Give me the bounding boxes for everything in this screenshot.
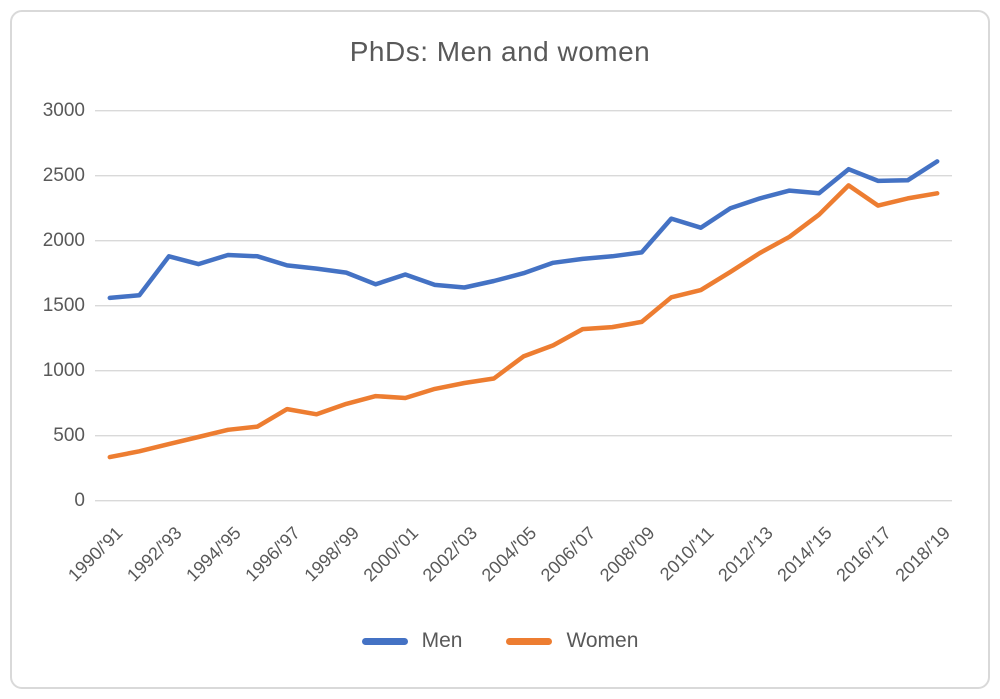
series-line-women xyxy=(107,183,940,460)
x-tick-label: 2004/'05 xyxy=(478,523,541,586)
legend-label-men: Men xyxy=(421,629,463,652)
x-tick-label: 2018/'19 xyxy=(891,523,954,586)
x-tick-label: 2008/'09 xyxy=(596,523,659,586)
legend-label-women: Women xyxy=(566,629,639,652)
x-tick-label: 2016/'17 xyxy=(832,523,895,586)
x-tick-label: 2014/'15 xyxy=(773,523,836,586)
x-tick-label: 1990/'91 xyxy=(64,523,127,586)
y-tick-label: 2500 xyxy=(43,165,85,186)
y-tick-label: 1000 xyxy=(43,360,85,381)
y-tick-label: 3000 xyxy=(43,100,85,121)
y-tick-label: 500 xyxy=(53,425,85,446)
x-tick-label: 2006/'07 xyxy=(537,523,600,586)
x-tick-label: 1994/'95 xyxy=(182,523,245,586)
x-tick-label: 2010/'11 xyxy=(656,523,718,585)
y-tick-label: 1500 xyxy=(43,295,85,316)
men-line-swatch xyxy=(361,637,408,645)
x-tick-label: 2000/'01 xyxy=(360,523,423,586)
y-tick-label: 2000 xyxy=(43,230,85,251)
x-tick-label: 2012/'13 xyxy=(714,523,777,586)
x-tick-label: 1996/'97 xyxy=(241,523,304,586)
x-tick-label: 1992/'93 xyxy=(123,523,186,586)
legend-item-men: Men xyxy=(361,629,463,653)
chart-title: PhDs: Men and women xyxy=(349,36,651,67)
x-tick-label: 1998/'99 xyxy=(300,523,363,586)
y-tick-label: 0 xyxy=(74,490,85,511)
women-line-swatch xyxy=(506,637,553,645)
legend-item-women: Women xyxy=(506,629,638,653)
x-tick-label: 2002/'03 xyxy=(419,523,482,586)
legend: Men Women xyxy=(0,629,1000,653)
series-line-men xyxy=(107,159,940,301)
